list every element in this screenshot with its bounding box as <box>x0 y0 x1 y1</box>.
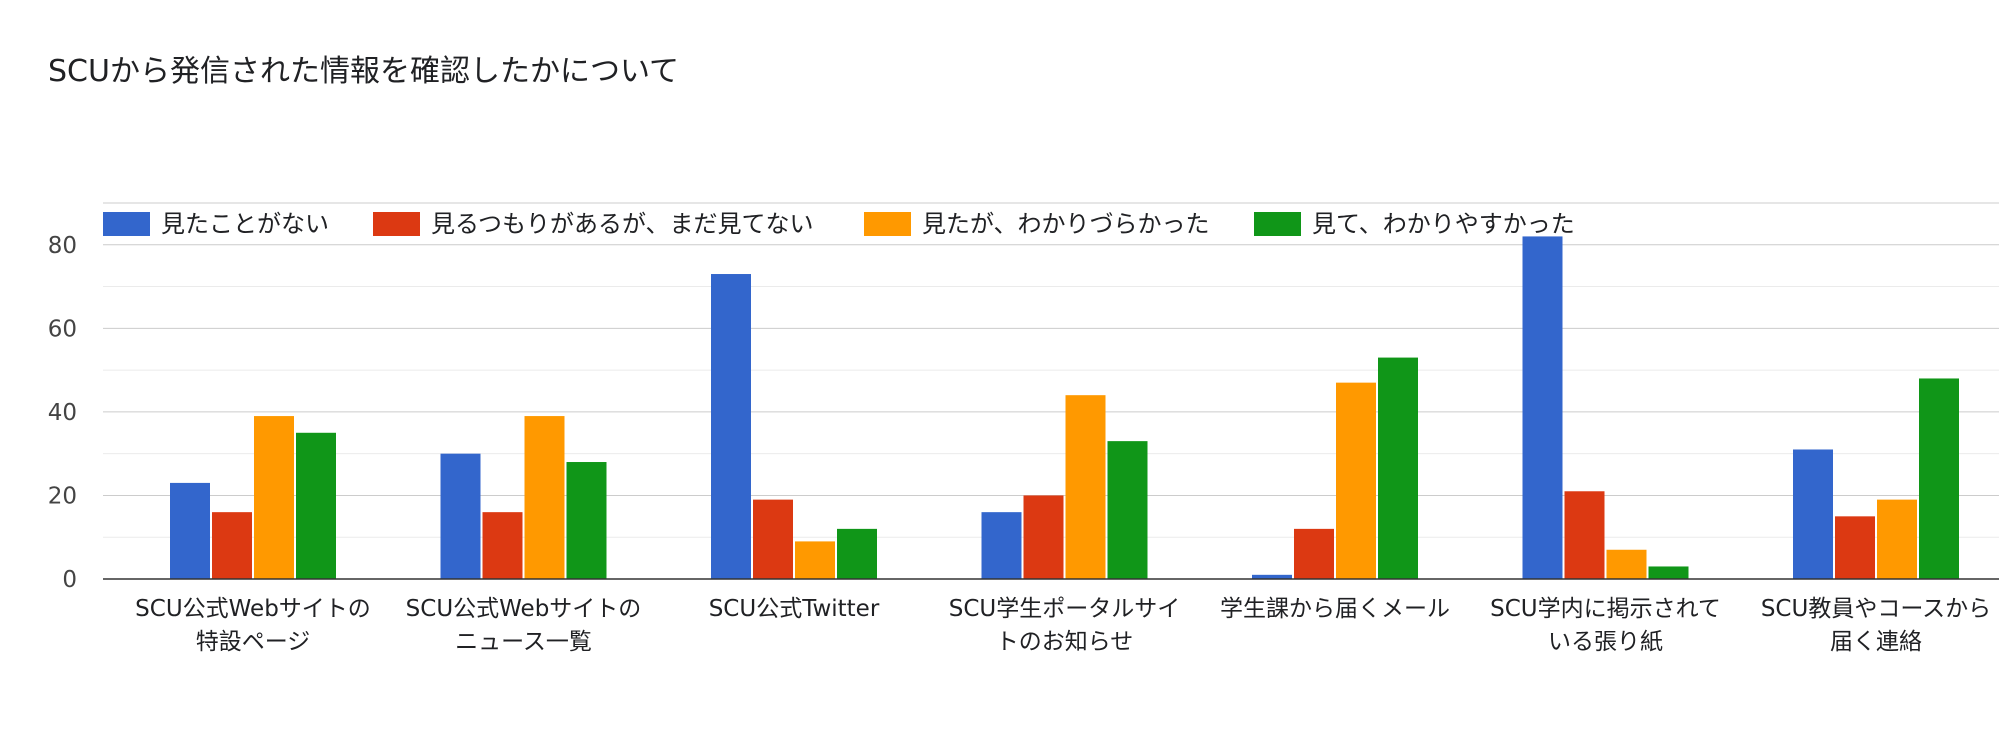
bar <box>482 512 523 579</box>
legend-swatch <box>1254 212 1301 236</box>
bar <box>1648 566 1689 579</box>
bar <box>1835 516 1875 579</box>
legend-swatch <box>103 212 150 236</box>
bar <box>753 499 793 579</box>
bar <box>296 432 336 579</box>
bar <box>1378 357 1418 579</box>
bar <box>524 416 565 579</box>
bar <box>1065 395 1106 579</box>
x-axis-categories: SCU公式Webサイトの特設ページSCU公式Webサイトのニュース一覧SCU公式… <box>135 596 1991 655</box>
bar <box>1023 495 1064 579</box>
category-label: いる張り紙 <box>1548 629 1663 655</box>
category-label: SCU教員やコースから <box>1761 596 1991 622</box>
bar <box>837 528 877 579</box>
legend: 見たことがない 見るつもりがあるが、まだ見てない 見たが、わかりづらかった 見て、わか… <box>103 210 1575 238</box>
bar <box>170 482 210 579</box>
bar <box>795 541 835 579</box>
y-axis-ticks: 0 20 40 60 80 <box>48 233 77 593</box>
legend-label: 見るつもりがあるが、まだ見てない <box>431 210 814 238</box>
category-label: SCU学内に掲示されて <box>1490 596 1721 622</box>
bar <box>1919 378 1959 579</box>
bar <box>440 453 481 579</box>
category-label: 学生課から届くメール <box>1220 596 1450 622</box>
legend-label: 見て、わかりやすかった <box>1312 210 1575 238</box>
category-label: トのお知らせ <box>996 629 1134 655</box>
bar <box>1606 549 1647 579</box>
y-tick-label: 60 <box>48 316 77 342</box>
category-label: SCU公式Webサイトの <box>406 596 642 622</box>
category-label: 特設ページ <box>196 629 311 655</box>
bar <box>1877 499 1917 579</box>
bar <box>212 512 252 579</box>
bar <box>1522 236 1563 579</box>
legend-label: 見たが、わかりづらかった <box>922 210 1210 238</box>
category-label: SCU公式Twitter <box>709 596 880 622</box>
category-label: SCU学生ポータルサイ <box>949 596 1181 622</box>
y-tick-label: 80 <box>48 233 77 259</box>
bar <box>1793 449 1833 579</box>
bar <box>566 462 607 579</box>
legend-label: 見たことがない <box>161 210 329 238</box>
legend-swatch <box>864 212 911 236</box>
bar <box>711 274 751 579</box>
bar <box>1294 528 1334 579</box>
category-label: ニュース一覧 <box>455 629 592 655</box>
y-tick-label: 20 <box>48 483 77 509</box>
bar <box>1564 491 1605 579</box>
bar <box>1107 441 1148 579</box>
category-label: 届く連絡 <box>1830 629 1922 655</box>
chart-title: SCUから発信された情報を確認したかについて <box>48 54 680 89</box>
bar <box>254 416 294 579</box>
y-tick-label: 40 <box>48 400 77 426</box>
legend-swatch <box>373 212 420 236</box>
y-tick-label: 0 <box>62 567 77 593</box>
grid-lines <box>103 202 1999 538</box>
bar <box>1252 574 1292 579</box>
bar <box>1336 382 1376 579</box>
category-label: SCU公式Webサイトの <box>135 596 371 622</box>
bars <box>170 236 1959 579</box>
bar <box>981 512 1022 579</box>
